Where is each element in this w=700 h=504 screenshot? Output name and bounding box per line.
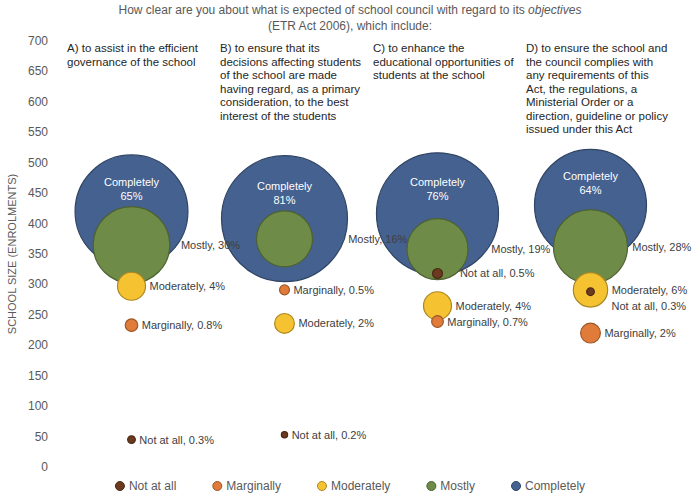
legend-label: Not at all	[129, 479, 176, 493]
y-tick-label: 50	[35, 430, 49, 444]
data-label: Not at all, 0.3%	[612, 300, 687, 312]
data-label: Moderately, 4%	[456, 300, 532, 312]
y-tick-label: 250	[28, 308, 48, 322]
y-tick-label: 400	[28, 217, 48, 231]
data-label: Marginally, 0.5%	[293, 284, 374, 296]
bubble	[118, 272, 146, 300]
data-label: Marginally, 2%	[604, 327, 676, 339]
data-label: Mostly, 16%	[348, 233, 407, 245]
data-label: Mostly, 28%	[632, 241, 691, 253]
legend: Not at all Marginally Moderately Mostly Comp…	[115, 479, 585, 493]
y-tick-label: 600	[28, 95, 48, 109]
bubble	[257, 211, 313, 267]
data-label: Moderately, 2%	[298, 317, 374, 329]
data-label: Mostly, 30%	[181, 239, 240, 251]
category-label: D) to ensure the school and the council …	[526, 42, 669, 137]
legend-marker	[213, 482, 222, 491]
bubble	[281, 432, 287, 438]
legend-marker	[512, 482, 521, 491]
bubble	[433, 269, 443, 279]
legend-marker	[115, 482, 124, 491]
data-label: Moderately, 4%	[150, 280, 226, 292]
data-label: Not at all, 0.2%	[292, 429, 367, 441]
data-label: Completely65%	[104, 176, 160, 202]
y-tick-label: 200	[28, 338, 48, 352]
category-label: A) to assist in the efficient governance…	[67, 42, 210, 69]
data-label: Completely64%	[563, 170, 619, 196]
bubble	[573, 273, 607, 307]
y-tick-label: 550	[28, 125, 48, 139]
title: How clear are you about what is expected…	[119, 3, 582, 17]
bubble	[125, 319, 138, 332]
y-axis-label: SCHOOL SIZE (ENROLMENTS)	[6, 174, 18, 334]
category-label: B) to ensure that its decisions affectin…	[220, 42, 363, 123]
y-tick-label: 300	[28, 277, 48, 291]
category-label: C) to enhance the educational opportunit…	[373, 42, 516, 83]
data-labels: Completely65% Not at all, 0.3% Marginally,…	[104, 170, 692, 446]
data-label: Completely81%	[257, 180, 313, 206]
subtitle: (ETR Act 2006), which include:	[268, 19, 432, 33]
y-tick-label: 500	[28, 156, 48, 170]
bubble	[128, 436, 136, 444]
legend-marker	[427, 482, 436, 491]
legend-marker	[317, 482, 326, 491]
bubble	[280, 285, 290, 295]
y-tick-label: 150	[28, 369, 48, 383]
legend-label: Marginally	[226, 479, 281, 493]
data-label: Not at all, 0.3%	[139, 434, 214, 446]
y-tick-label: 0	[41, 460, 48, 474]
legend-label: Moderately	[331, 479, 390, 493]
y-tick-label: 350	[28, 247, 48, 261]
bubble	[581, 323, 601, 343]
bubble	[432, 316, 444, 328]
data-label: Mostly, 19%	[491, 243, 550, 255]
data-label: Marginally, 0.7%	[447, 316, 528, 328]
data-label: Not at all, 0.5%	[460, 267, 535, 279]
data-label: Moderately, 6%	[612, 284, 688, 296]
bubble	[407, 219, 468, 280]
bubble	[222, 156, 348, 282]
y-tick-label: 100	[28, 399, 48, 413]
legend-label: Completely	[525, 479, 585, 493]
bubbles	[75, 149, 646, 443]
legend-label: Mostly	[440, 479, 475, 493]
y-tick-label: 650	[28, 64, 48, 78]
data-label: Completely76%	[410, 176, 466, 202]
data-label: Marginally, 0.8%	[142, 319, 223, 331]
bubble	[587, 288, 595, 296]
y-tick-label: 700	[28, 34, 48, 48]
bubble	[275, 313, 295, 333]
y-tick-label: 450	[28, 186, 48, 200]
